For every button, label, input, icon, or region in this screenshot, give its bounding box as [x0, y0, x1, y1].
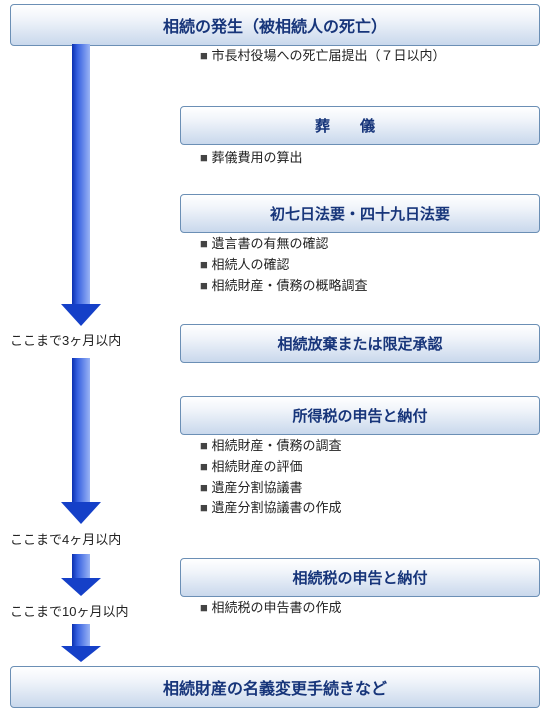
- bullets-death-report: 市長村役場への死亡届提出（７日以内）: [200, 46, 540, 67]
- bullets-inheritance-tax-tasks: 相続税の申告書の作成: [200, 598, 540, 619]
- arrow-3-head-icon: [61, 578, 101, 596]
- stage-box-inheritance-tax: 相続税の申告と納付: [180, 558, 540, 597]
- bullets-funeral-cost: 葬儀費用の算出: [200, 148, 540, 169]
- arrow-1-head-icon: [61, 304, 101, 326]
- bullet-item: 遺産分割協議書: [200, 478, 540, 499]
- bullet-item: 相続財産の評価: [200, 457, 540, 478]
- stage-box-funeral: 葬儀: [180, 106, 540, 145]
- arrow-1-shaft: [72, 44, 90, 304]
- arrow-2-shaft: [72, 358, 90, 502]
- bullet-item: 相続人の確認: [200, 255, 540, 276]
- bullet-item: 相続税の申告書の作成: [200, 598, 540, 619]
- bullet-item: 相続財産・債務の概略調査: [200, 276, 540, 297]
- arrow-4-shaft: [72, 624, 90, 646]
- timeline-3-months: ここまで3ヶ月以内: [10, 330, 150, 349]
- timeline-10-months: ここまで10ヶ月以内: [10, 601, 150, 620]
- bullet-item: 相続財産・債務の調査: [200, 436, 540, 457]
- stage-box-inheritance-occurrence: 相続の発生（被相続人の死亡）: [10, 4, 540, 46]
- stage-box-renunciation: 相続放棄または限定承認: [180, 324, 540, 363]
- timeline-4-months: ここまで4ヶ月以内: [10, 529, 150, 548]
- bullets-income-tax-tasks: 相続財産・債務の調査相続財産の評価遺産分割協議書遺産分割協議書の作成: [200, 436, 540, 519]
- bullet-item: 葬儀費用の算出: [200, 148, 540, 169]
- arrow-2-head-icon: [61, 502, 101, 524]
- bullet-item: 市長村役場への死亡届提出（７日以内）: [200, 46, 540, 67]
- bullet-item: 遺言書の有無の確認: [200, 234, 540, 255]
- bullet-item: 遺産分割協議書の作成: [200, 498, 540, 519]
- stage-box-memorial: 初七日法要・四十九日法要: [180, 194, 540, 233]
- arrow-4-head-icon: [61, 646, 101, 662]
- stage-box-funeral-label: 葬儀: [315, 118, 405, 135]
- bullets-memorial-checks: 遺言書の有無の確認相続人の確認相続財産・債務の概略調査: [200, 234, 540, 296]
- stage-box-name-change: 相続財産の名義変更手続きなど: [10, 666, 540, 708]
- arrow-3-shaft: [72, 554, 90, 578]
- stage-box-income-tax: 所得税の申告と納付: [180, 396, 540, 435]
